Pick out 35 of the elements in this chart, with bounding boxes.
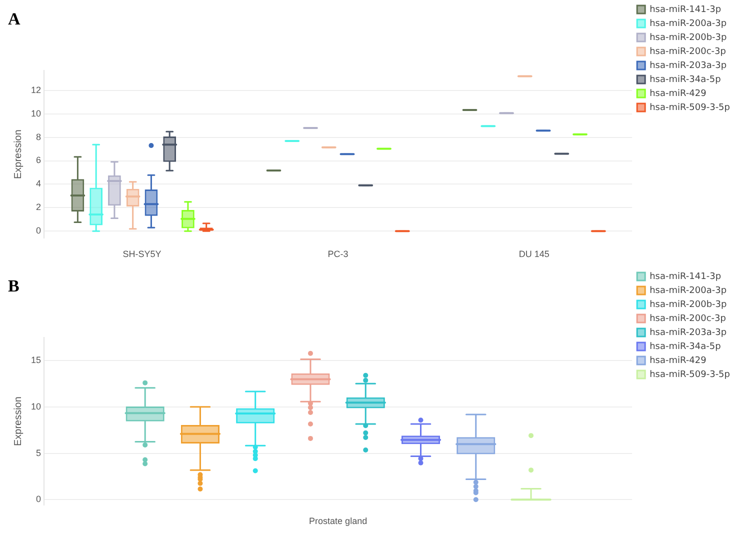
- y-tick-label: 4: [36, 178, 42, 189]
- y-tick-label: 10: [30, 108, 42, 118]
- y-tick-label: 0: [36, 494, 42, 504]
- legend-label: hsa-miR-200b-3p: [650, 32, 728, 43]
- legend-label: hsa-miR-200c-3p: [650, 314, 726, 324]
- legend-label: hsa-miR-200a-3p: [650, 286, 727, 296]
- y-tick-label: 10: [30, 401, 42, 412]
- y-tick-label: 12: [30, 84, 42, 95]
- legend-label: hsa-miR-34a-5p: [650, 74, 722, 85]
- x-tick-label: Prostate gland: [309, 516, 368, 526]
- chart-title: B: [8, 276, 20, 296]
- legend-label: hsa-miR-429: [650, 356, 707, 366]
- y-tick-label: 0: [36, 226, 42, 236]
- x-tick-label: SH-SY5Y: [122, 249, 162, 260]
- legend-label: hsa-miR-200b-3p: [650, 300, 728, 310]
- x-tick-label: DU 145: [518, 249, 550, 260]
- y-tick-label: 2: [36, 202, 42, 212]
- y-tick-label: 6: [36, 155, 42, 166]
- y-tick-label: 5: [36, 448, 42, 458]
- legend-label: hsa-miR-203a-3p: [650, 60, 727, 71]
- y-tick-label: 15: [30, 355, 42, 366]
- legend-label: hsa-miR-200a-3p: [650, 18, 727, 29]
- legend-label: hsa-miR-509-3-5p: [650, 370, 730, 380]
- y-axis-title: Expression: [12, 396, 24, 446]
- y-tick-label: 8: [36, 132, 42, 142]
- legend-label: hsa-miR-141-3p: [650, 4, 722, 15]
- legend-label: hsa-miR-200c-3p: [650, 46, 726, 57]
- legend-label: hsa-miR-429: [650, 88, 707, 99]
- chart-title: A: [8, 10, 21, 29]
- legend-label: hsa-miR-141-3p: [650, 272, 722, 282]
- legend-label: hsa-miR-34a-5p: [650, 342, 722, 352]
- x-tick-label: PC-3: [328, 249, 348, 260]
- y-axis-title: Expression: [12, 130, 24, 180]
- legend-label: hsa-miR-203a-3p: [650, 328, 727, 338]
- legend-label: hsa-miR-509-3-5p: [650, 102, 730, 113]
